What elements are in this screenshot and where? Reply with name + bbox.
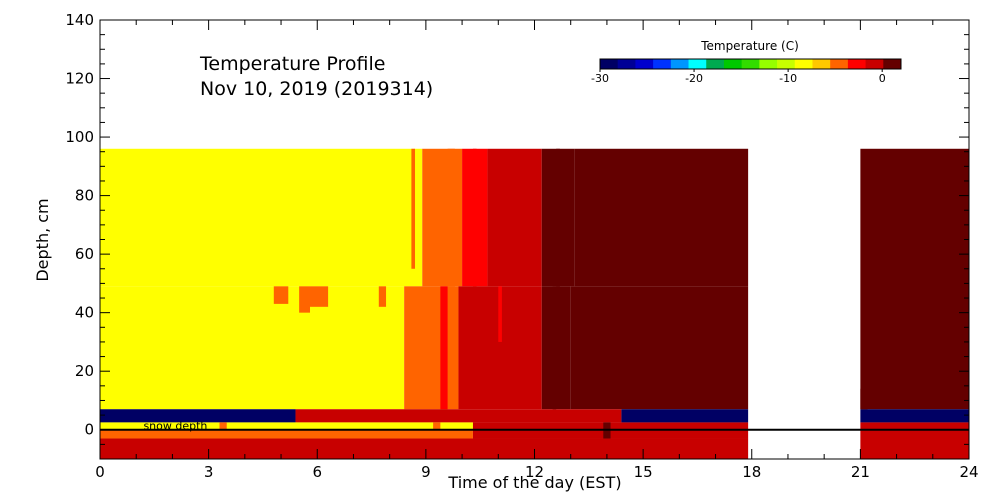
x-tick-label-8: 24 — [959, 463, 978, 481]
colorbar: Temperature (C) -30 -20 -10 0 — [591, 39, 902, 85]
heatmap-stripe-11 — [860, 388, 868, 410]
x-axis-label: Time of the day (EST) — [447, 473, 621, 492]
x-tick-label-4: 12 — [525, 463, 544, 481]
colorbar-swatch-10 — [777, 59, 796, 69]
heatmap-stripe-5 — [447, 148, 455, 287]
x-tick-label-2: 6 — [312, 463, 322, 481]
heatmap-cell-20 — [860, 422, 969, 459]
colorbar-swatch-6 — [706, 59, 725, 69]
heatmap-cell-7 — [404, 286, 459, 410]
x-tick-label-0: 0 — [95, 463, 105, 481]
colorbar-swatch-2 — [635, 59, 654, 69]
heatmap-cell-12 — [100, 409, 296, 423]
y-tick-label-1: 20 — [75, 362, 94, 380]
heatmap-cell-10 — [570, 286, 749, 410]
heatmap-cell-11 — [860, 148, 969, 410]
colorbar-swatches — [600, 59, 902, 69]
colorbar-swatch-13 — [830, 59, 849, 69]
colorbar-swatch-0 — [600, 59, 619, 69]
colorbar-tick-label-3: 0 — [879, 72, 886, 85]
y-tick-label-6: 120 — [65, 70, 94, 88]
colorbar-title: Temperature (C) — [700, 39, 799, 53]
heatmap-cell-13 — [295, 409, 622, 423]
colorbar-swatch-16 — [883, 59, 902, 69]
colorbar-swatch-8 — [741, 59, 760, 69]
heatmap-cell-19 — [100, 438, 749, 459]
heatmap-cell-5 — [574, 148, 749, 287]
heatmap-cell-6 — [100, 286, 405, 410]
y-tick-label-0: 0 — [84, 421, 94, 439]
x-tick-label-7: 21 — [851, 463, 870, 481]
heatmap-cell-15 — [860, 409, 969, 423]
colorbar-ticks: -30 -20 -10 0 — [591, 69, 886, 85]
y-tick-label-5: 100 — [65, 128, 94, 146]
x-tick-label-5: 15 — [634, 463, 653, 481]
heatmap-stripe-10 — [552, 286, 557, 410]
colorbar-swatch-7 — [723, 59, 743, 69]
colorbar-tick-label-2: -10 — [779, 72, 797, 85]
colorbar-swatch-4 — [670, 59, 690, 69]
x-tick-label-6: 18 — [742, 463, 761, 481]
x-tick-label-3: 9 — [421, 463, 431, 481]
y-tick-label-3: 60 — [75, 245, 94, 263]
colorbar-swatch-3 — [653, 59, 672, 69]
heatmap-stripe-0 — [273, 286, 289, 304]
heatmap-cell-17 — [100, 429, 473, 439]
colorbar-tick-label-1: -20 — [685, 72, 703, 85]
colorbar-tick-label-0: -30 — [591, 72, 609, 85]
heatmap-cells — [100, 148, 969, 459]
heatmap-stripe-2 — [310, 286, 329, 307]
colorbar-frame — [599, 58, 902, 70]
colorbar-swatch-1 — [617, 59, 636, 69]
heatmap-stripe-4 — [411, 148, 416, 269]
annotations: snow depth — [143, 419, 207, 432]
y-tick-label-7: 140 — [65, 11, 94, 29]
heatmap-stripe-14 — [219, 422, 227, 430]
colorbar-swatch-11 — [794, 59, 813, 69]
axis-tick-labels: 0 3 6 9 12 15 18 21 24 0 20 40 60 80 100 120 140 — [65, 11, 978, 481]
colorbar-swatch-9 — [759, 59, 778, 69]
heatmap-stripe-6 — [472, 148, 477, 287]
x-tick-label-1: 3 — [204, 463, 214, 481]
heatmap-stripe-7 — [498, 286, 502, 342]
colorbar-swatch-15 — [865, 59, 884, 69]
annotation-0: snow depth — [143, 419, 207, 432]
heatmap-cell-16 — [100, 422, 473, 430]
heatmap-cell-0 — [100, 148, 423, 287]
heatmap-cell-14 — [621, 409, 749, 423]
chart-subtitle: Nov 10, 2019 (2019314) — [200, 78, 433, 100]
colorbar-swatch-12 — [812, 59, 831, 69]
heatmap-stripe-8 — [556, 148, 560, 287]
heatmap-stripe-3 — [378, 286, 387, 307]
y-tick-label-4: 80 — [75, 187, 94, 205]
colorbar-swatch-14 — [847, 59, 867, 69]
colorbar-swatch-5 — [688, 59, 707, 69]
y-tick-label-2: 40 — [75, 304, 94, 322]
heatmap-stripe-1 — [299, 286, 311, 313]
heatmap-cell-1 — [422, 148, 463, 287]
heatmap-stripe-9 — [440, 286, 448, 410]
axis-ticks — [99, 19, 970, 460]
y-axis-label: Depth, cm — [33, 198, 52, 281]
chart-title: Temperature Profile — [199, 53, 385, 75]
heatmap-cell-3 — [487, 148, 542, 287]
